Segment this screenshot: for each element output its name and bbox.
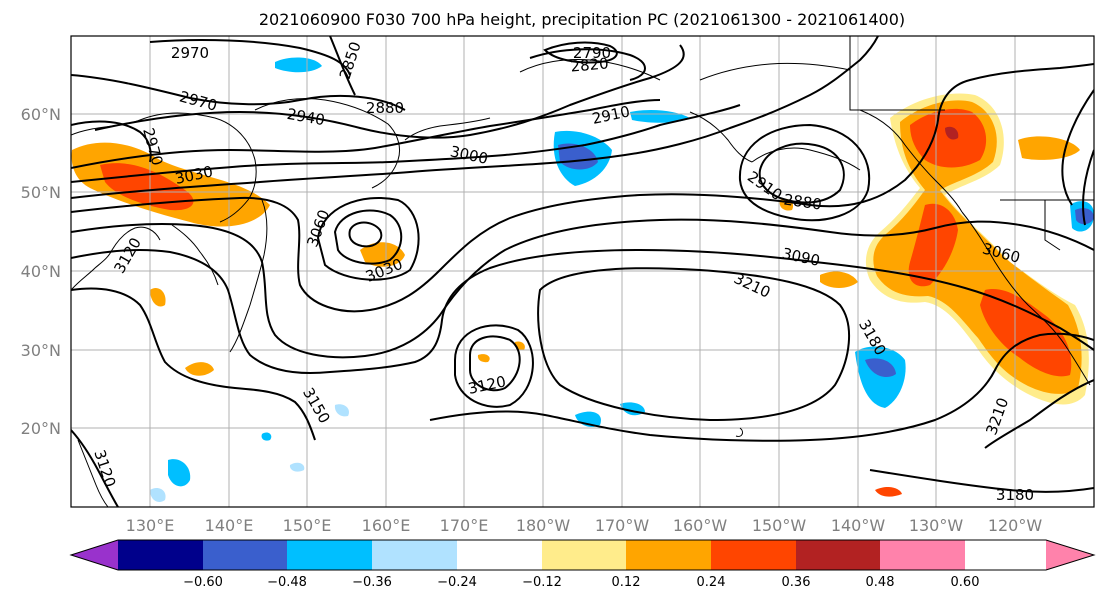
map-panel: 2970 2850 2790 2820 2970 2940 2880 2910 … — [70, 35, 1095, 508]
lon-label: 130°E — [126, 516, 175, 535]
colorbar-segment — [287, 540, 372, 570]
lon-label: 160°E — [362, 516, 411, 535]
contour-label: 3180 — [996, 486, 1034, 504]
colorbar-segment — [965, 540, 1046, 570]
contour-label: 2820 — [570, 54, 610, 75]
colorbar-segment — [542, 540, 626, 570]
precip-negative-shading — [150, 57, 1094, 502]
colorbar-segment — [203, 540, 287, 570]
colorbar-label: 0.12 — [612, 575, 641, 590]
colorbar-extend-low — [71, 540, 118, 570]
lon-label: 160°W — [673, 516, 728, 535]
height-contours — [71, 36, 1094, 507]
colorbar-segment — [711, 540, 796, 570]
lon-label: 180°W — [516, 516, 571, 535]
lat-label: 30°N — [21, 341, 61, 360]
lon-label: 150°E — [283, 516, 332, 535]
colorbar-extend-high — [1046, 540, 1094, 570]
lat-label: 20°N — [21, 419, 61, 438]
figure-title: 2021060900 F030 700 hPa height, precipit… — [259, 10, 905, 29]
lat-label: 40°N — [21, 262, 61, 281]
contour-label: 2970 — [171, 44, 209, 62]
colorbar-outline — [69, 539, 1096, 571]
colorbar-segment — [626, 540, 711, 570]
colorbar-segment — [372, 540, 457, 570]
lat-label: 50°N — [21, 183, 61, 202]
lon-label: 140°W — [831, 516, 886, 535]
lat-label: 60°N — [21, 105, 61, 124]
colorbar-segment — [118, 540, 203, 570]
colorbar-label: −0.48 — [267, 575, 307, 590]
lon-label: 170°W — [595, 516, 650, 535]
colorbar-label: 0.48 — [866, 575, 895, 590]
coastlines — [71, 36, 1094, 507]
precip-positive-shading — [71, 93, 1089, 497]
colorbar-label: −0.36 — [352, 575, 392, 590]
map-frame — [70, 35, 1095, 508]
colorbar-segment — [880, 540, 965, 570]
colorbar: −0.60 −0.48 −0.36 −0.24 −0.12 0.12 0.24 … — [69, 539, 1096, 590]
contour-label: 2790 — [573, 44, 611, 62]
colorbar-label: −0.60 — [183, 575, 223, 590]
latitude-labels: 60°N 50°N 40°N 30°N 20°N — [21, 105, 61, 438]
colorbar-labels: −0.60 −0.48 −0.36 −0.24 −0.12 0.12 0.24 … — [183, 575, 979, 590]
contour-label: 2880 — [783, 190, 823, 213]
lon-label: 150°W — [752, 516, 807, 535]
colorbar-label: 0.36 — [782, 575, 811, 590]
colorbar-label: −0.12 — [522, 575, 562, 590]
longitude-labels: 130°E 140°E 150°E 160°E 170°E 180°W 170°… — [126, 516, 1043, 535]
colorbar-label: −0.24 — [437, 575, 477, 590]
lon-label: 170°E — [440, 516, 489, 535]
colorbar-label: 0.60 — [951, 575, 980, 590]
lon-label: 130°W — [909, 516, 964, 535]
lon-label: 140°E — [205, 516, 254, 535]
colorbar-segment — [796, 540, 880, 570]
colorbar-label: 0.24 — [697, 575, 726, 590]
lon-label: 120°W — [988, 516, 1043, 535]
contour-label: 2880 — [366, 99, 404, 117]
colorbar-segment — [457, 540, 542, 570]
